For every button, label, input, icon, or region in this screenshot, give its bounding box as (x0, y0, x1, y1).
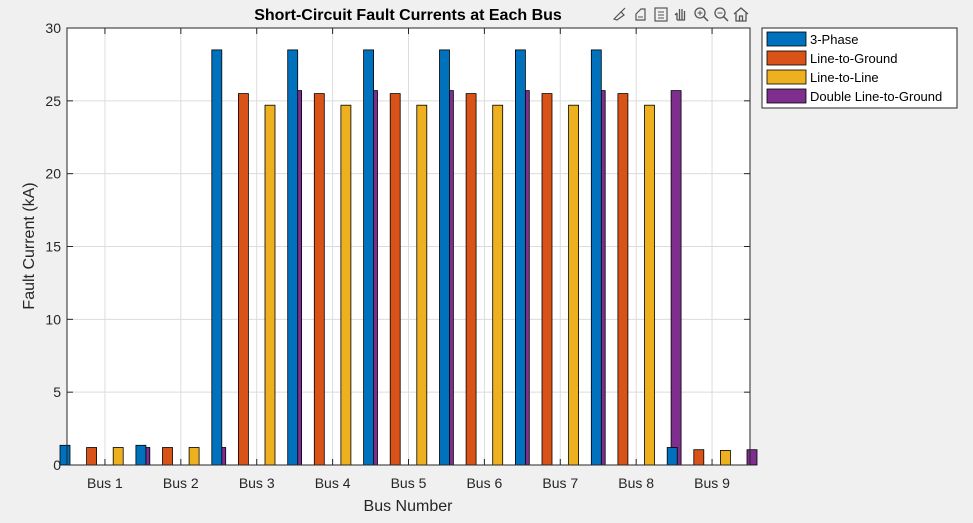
legend-swatch (766, 50, 807, 66)
bar-line-to-line-bus-7 (568, 104, 579, 466)
bar-3-phase-bus-5 (363, 49, 375, 466)
bar-line-to-line-bus-8 (644, 104, 655, 466)
bar-line-to-ground-bus-8 (617, 93, 629, 466)
bar-3-phase-bus-2 (135, 444, 147, 466)
tick-marks (67, 27, 750, 466)
y-axis-label: Fault Current (kA) (21, 182, 38, 309)
legend-swatch (766, 69, 807, 85)
bar-3-phase-bus-9 (666, 447, 678, 466)
bar-line-to-ground-bus-4 (313, 93, 325, 466)
x-tick-label: Bus 6 (466, 475, 502, 491)
bar-line-to-line-bus-2 (188, 447, 200, 466)
chart-title: Short-Circuit Fault Currents at Each Bus (254, 7, 562, 24)
bar-3-phase-bus-6 (439, 49, 450, 466)
brush-icon[interactable] (612, 7, 626, 21)
x-tick-label: Bus 9 (694, 475, 730, 491)
y-tick-label: 5 (53, 384, 61, 400)
x-tick-label: Bus 7 (542, 475, 578, 491)
bar-line-to-line-bus-1 (112, 447, 124, 466)
legend-swatch (766, 31, 807, 47)
x-tick-labels: Bus 1 Bus 2 Bus 3 Bus 4 Bus 5 Bus 6 Bus 7 Bus 8… (87, 475, 730, 491)
y-tick-label: 30 (45, 20, 61, 36)
x-tick-label: Bus 5 (391, 475, 427, 491)
bar-line-to-ground-bus-3 (237, 93, 249, 466)
bar-line-to-ground-bus-7 (541, 93, 553, 466)
legend-entry-label: Line-to-Ground (810, 51, 897, 66)
bar-3-phase-bus-4 (287, 49, 299, 466)
bar-line-to-line-bus-9 (720, 449, 731, 466)
bar-line-to-ground-bus-1 (86, 447, 97, 466)
y-tick-label: 0 (53, 457, 61, 473)
bar-line-to-line-bus-5 (416, 104, 428, 466)
legend-entry-label: Double Line-to-Ground (810, 89, 942, 104)
legend-entry-label: 3-Phase (810, 32, 858, 47)
x-tick-label: Bus 3 (239, 475, 275, 491)
grid-lines (67, 27, 750, 466)
zoom-out-icon[interactable] (714, 7, 729, 22)
x-tick-label: Bus 4 (315, 475, 351, 491)
bar-3-phase-bus-1 (59, 444, 71, 466)
data-tips-icon[interactable] (635, 8, 646, 21)
x-tick-label: Bus 2 (163, 475, 199, 491)
y-tick-label: 10 (45, 311, 61, 327)
x-tick-label: Bus 1 (87, 475, 123, 491)
y-tick-labels: 0 5 10 15 20 25 30 (45, 20, 61, 473)
bar-3-phase-bus-3 (211, 49, 223, 466)
y-tick-label: 20 (45, 166, 61, 182)
y-tick-label: 25 (45, 93, 61, 109)
legend-entry-label: Line-to-Line (810, 70, 879, 85)
bar-double-line-to-ground-bus-9 (746, 449, 758, 466)
bar-line-to-line-bus-6 (492, 104, 504, 466)
legend-toggle-icon[interactable] (654, 7, 668, 22)
bar-line-to-ground-bus-2 (162, 447, 173, 466)
legend-swatch (766, 88, 807, 104)
y-tick-label: 15 (45, 239, 61, 255)
x-axis-label: Bus Number (364, 498, 454, 515)
zoom-in-icon[interactable] (694, 7, 709, 22)
bar-double-line-to-ground-bus-8 (670, 90, 682, 466)
home-icon[interactable] (733, 7, 749, 22)
bar-3-phase-bus-8 (590, 49, 602, 466)
legend[interactable]: 3-Phase Line-to-Ground Line-to-Line Double … (761, 27, 958, 109)
x-tick-label: Bus 8 (618, 475, 654, 491)
bar-3-phase-bus-7 (515, 49, 526, 466)
bar-line-to-line-bus-4 (340, 104, 352, 466)
axes-toolbar (612, 7, 749, 22)
bars-group (59, 49, 758, 466)
bar-line-to-ground-bus-5 (389, 93, 401, 466)
pan-icon[interactable] (674, 9, 686, 21)
bar-line-to-ground-bus-9 (693, 449, 705, 466)
bar-line-to-ground-bus-6 (465, 93, 477, 466)
bar-line-to-line-bus-3 (264, 104, 276, 466)
